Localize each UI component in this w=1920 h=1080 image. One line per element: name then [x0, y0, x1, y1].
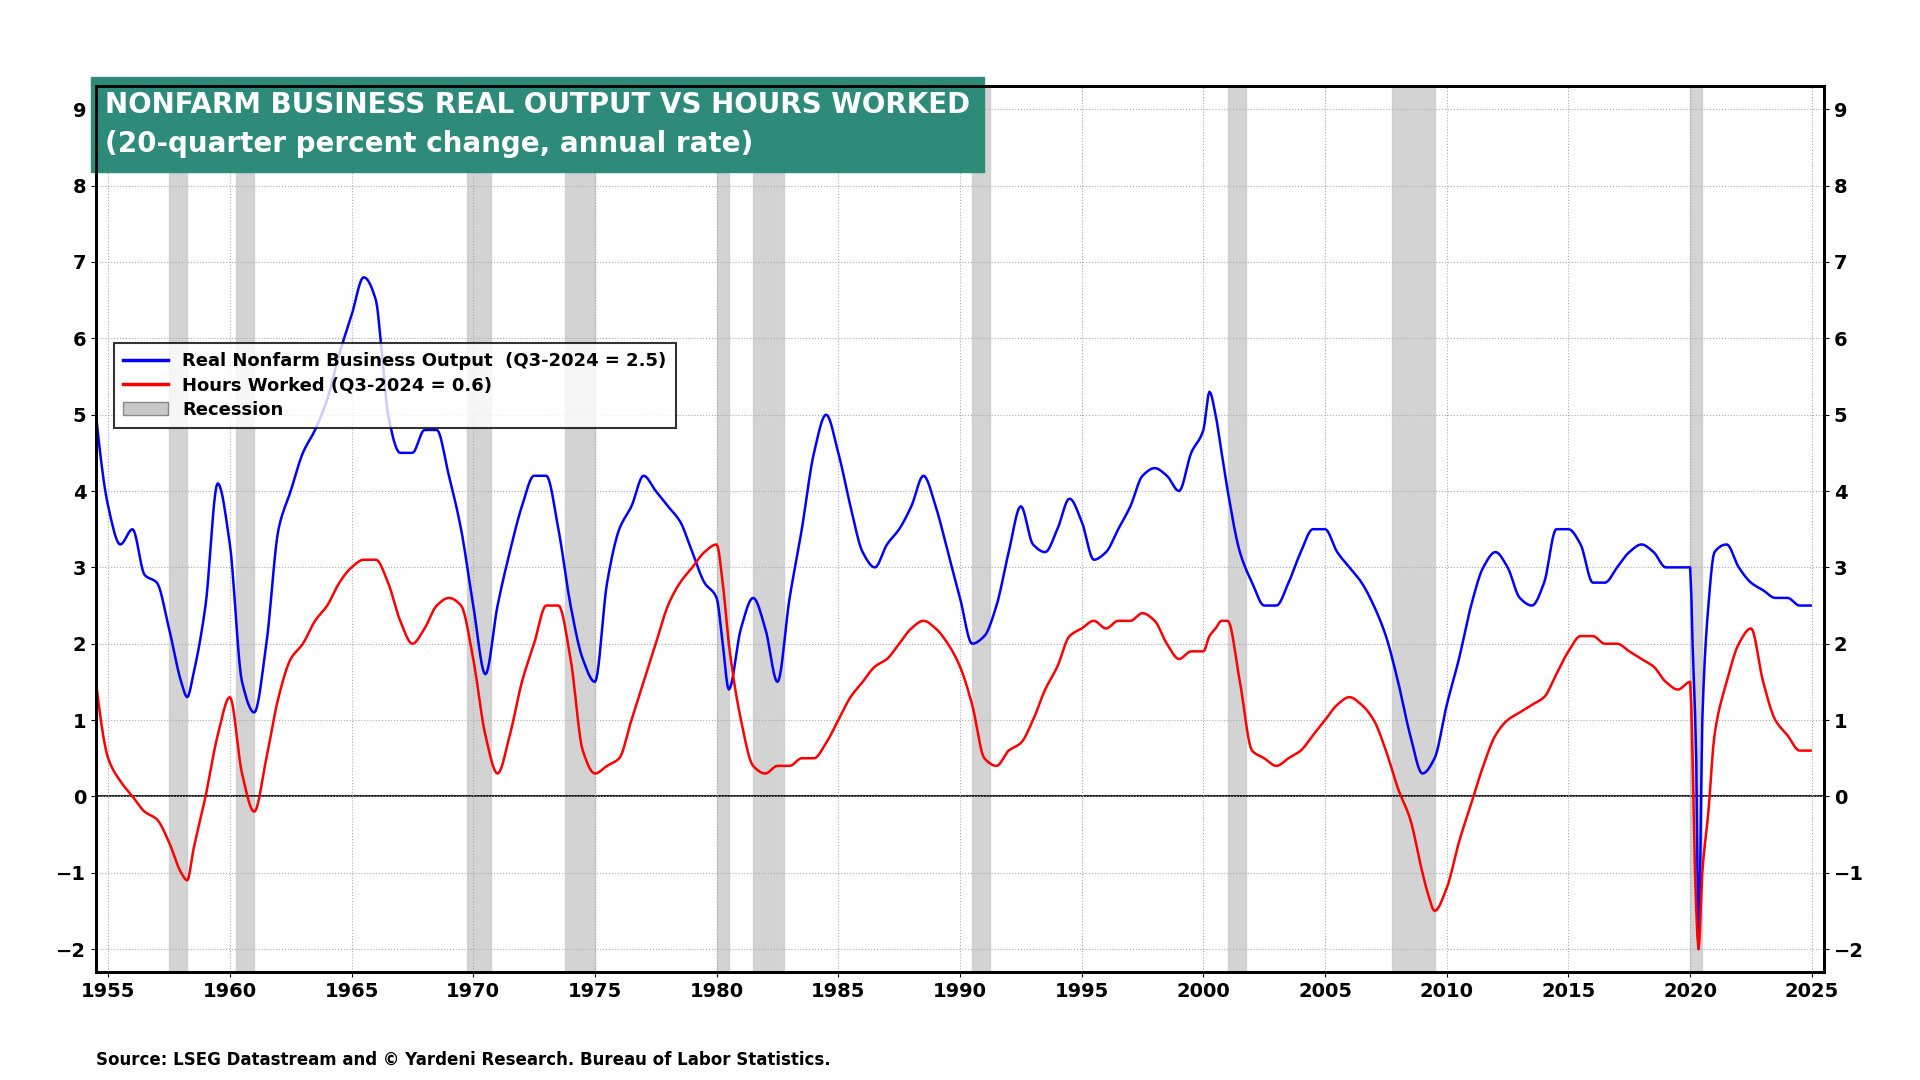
Bar	[1392, 86, 1434, 972]
Bar	[564, 86, 595, 972]
Bar	[972, 86, 991, 972]
Text: Source: LSEG Datastream and © Yardeni Research. Bureau of Labor Statistics.: Source: LSEG Datastream and © Yardeni Re…	[96, 1051, 831, 1069]
Bar	[169, 86, 188, 972]
Text: NONFARM BUSINESS REAL OUTPUT VS HOURS WORKED
(20-quarter percent change, annual : NONFARM BUSINESS REAL OUTPUT VS HOURS WO…	[104, 91, 970, 158]
Bar	[467, 86, 492, 972]
Bar	[236, 86, 253, 972]
Bar	[1690, 86, 1703, 972]
Bar	[716, 86, 730, 972]
Bar	[1227, 86, 1246, 972]
Bar	[753, 86, 783, 972]
Legend: Real Nonfarm Business Output  (Q3-2024 = 2.5), Hours Worked (Q3-2024 = 0.6), Rec: Real Nonfarm Business Output (Q3-2024 = …	[113, 343, 676, 428]
